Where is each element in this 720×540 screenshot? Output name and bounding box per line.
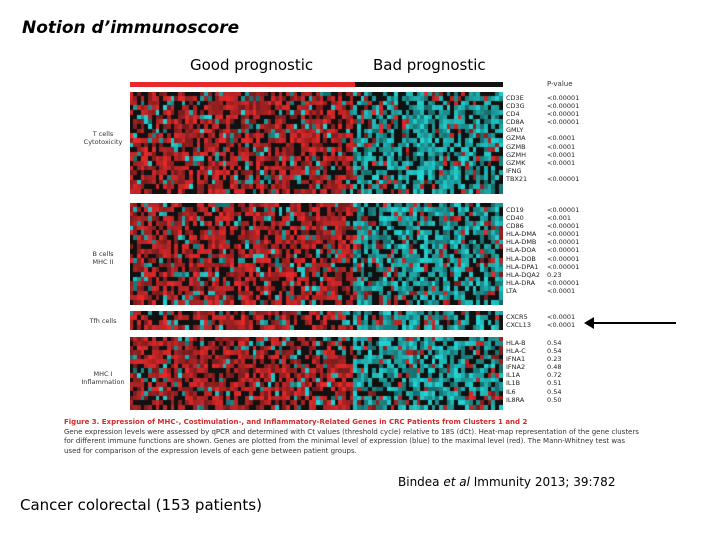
caption-title: Figure 3. Expression of MHC-, Costimulat… bbox=[64, 418, 528, 426]
gene-list-tfh: CXCR5 CXCL13 bbox=[506, 313, 531, 330]
citation-etal: et al bbox=[443, 475, 470, 489]
bad-group-bar bbox=[355, 82, 503, 87]
pvalue-list-tfh: <0.0001 <0.0001 bbox=[547, 313, 576, 330]
heatmap-block-tcells bbox=[130, 92, 503, 194]
block-label-bcells: B cells MHC II bbox=[92, 250, 114, 266]
heatmap-canvas bbox=[130, 337, 503, 410]
heatmap-block-tfh bbox=[130, 311, 503, 330]
pvalue-list-tcells: <0.00001 <0.00001 <0.00001 <0.00001 <0.0… bbox=[547, 94, 580, 183]
pvalue-column-header: P-value bbox=[547, 80, 573, 88]
block-label-mhc1: MHC I Inflammation bbox=[81, 370, 125, 386]
bad-prognostic-header: Bad prognostic bbox=[373, 56, 486, 74]
heatmap-canvas bbox=[130, 203, 503, 305]
citation-authors: Bindea bbox=[398, 475, 444, 489]
block-label-tfh: Tfh cells bbox=[89, 317, 117, 325]
good-group-bar bbox=[130, 82, 355, 87]
caption-body: Gene expression levels were assessed by … bbox=[64, 427, 639, 455]
heatmap-canvas bbox=[130, 311, 503, 330]
slide-title: Notion d’immunoscore bbox=[22, 18, 240, 38]
heatmap-block-mhc1 bbox=[130, 337, 503, 410]
arrow-left-icon bbox=[584, 317, 594, 329]
figure-caption: Figure 3. Expression of MHC-, Costimulat… bbox=[64, 418, 644, 456]
citation-journal: Immunity 2013; 39:782 bbox=[469, 475, 616, 489]
heatmap-block-bcells bbox=[130, 203, 503, 305]
citation: Bindea et al Immunity 2013; 39:782 bbox=[398, 475, 615, 489]
bottom-text: Cancer colorectal (153 patients) bbox=[20, 496, 262, 514]
gene-list-tcells: CD3E CD3G CD4 CD8A GMLY GZMA GZMB GZMH G… bbox=[506, 94, 528, 183]
gene-list-mhc1: HLA-B HLA-C IFNA1 IFNA2 IL1A IL1B IL6 IL… bbox=[506, 339, 526, 404]
heatmap-canvas bbox=[130, 92, 503, 194]
gene-list-bcells: CD19 CD40 CD86 HLA-DMA HLA-DMB HLA-DOA H… bbox=[506, 206, 541, 295]
pvalue-list-bcells: <0.00001 <0.001 <0.00001 <0.00001 <0.000… bbox=[547, 206, 580, 295]
good-prognostic-header: Good prognostic bbox=[190, 56, 314, 74]
block-label-tcells: T cells Cytotoxicity bbox=[83, 130, 123, 146]
arrow-line bbox=[592, 322, 676, 324]
pvalue-list-mhc1: 0.54 0.54 0.23 0.48 0.72 0.51 0.54 0.50 bbox=[547, 339, 562, 404]
